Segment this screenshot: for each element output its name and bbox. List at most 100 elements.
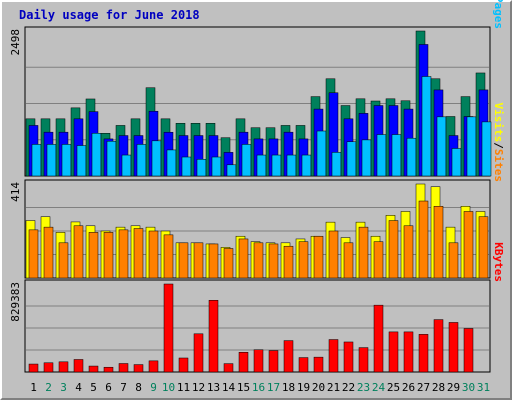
bar-pages-day-2	[46, 144, 57, 177]
bar-sites-day-1	[28, 229, 39, 279]
bar-pages-day-30	[466, 116, 477, 177]
bar-kbytes-day-11	[178, 357, 189, 373]
bar-kbytes-day-8	[133, 364, 144, 373]
bar-sites-day-17	[268, 243, 279, 279]
legend-separator: /	[492, 142, 505, 149]
bar-kbytes-day-30	[463, 328, 474, 373]
x-tick-label-day-13: 13	[207, 381, 220, 394]
legend-pages: Pages	[492, 0, 505, 29]
bar-kbytes-day-6	[103, 366, 114, 373]
bar-sites-day-31	[478, 216, 489, 279]
bar-sites-day-25	[388, 220, 399, 279]
bar-pages-day-16	[256, 154, 267, 177]
x-tick-label-day-25: 25	[387, 381, 400, 394]
bar-sites-day-26	[403, 225, 414, 279]
x-tick-label-day-9: 9	[150, 381, 157, 394]
legend-visits: Visits	[492, 103, 505, 143]
bar-kbytes-day-15	[238, 352, 249, 373]
bar-pages-day-29	[451, 148, 462, 177]
bar-kbytes-day-18	[283, 340, 294, 373]
bar-pages-day-13	[211, 156, 222, 177]
bar-pages-day-31	[481, 121, 492, 177]
x-tick-label-day-8: 8	[135, 381, 142, 394]
legend-kbytes: KBytes	[492, 242, 505, 282]
bar-kbytes-day-14	[223, 363, 234, 373]
x-tick-label-day-30: 30	[462, 381, 475, 394]
bar-pages-day-26	[406, 137, 417, 177]
bar-pages-day-17	[271, 154, 282, 177]
x-tick-label-day-22: 22	[342, 381, 355, 394]
bar-kbytes-day-25	[388, 331, 399, 373]
x-tick-label-day-28: 28	[432, 381, 445, 394]
bar-sites-day-14	[223, 248, 234, 279]
bar-sites-day-3	[58, 242, 69, 279]
bar-sites-day-27	[418, 200, 429, 279]
x-tick-label-day-31: 31	[477, 381, 490, 394]
bar-pages-day-4	[76, 145, 87, 177]
bar-sites-day-23	[358, 226, 369, 279]
bar-pages-day-11	[181, 156, 192, 177]
x-tick-label-day-20: 20	[312, 381, 325, 394]
bar-kbytes-day-22	[343, 341, 354, 373]
bar-sites-day-11	[178, 242, 189, 279]
panel-visits-sites-legend: Visits/Sites	[492, 103, 505, 183]
bar-pages-day-9	[151, 140, 162, 177]
x-tick-label-day-29: 29	[447, 381, 460, 394]
bar-kbytes-day-5	[88, 365, 99, 373]
bar-kbytes-day-19	[298, 357, 309, 373]
x-tick-label-day-17: 17	[267, 381, 280, 394]
legend-sites: Sites	[492, 149, 505, 182]
bar-kbytes-day-28	[433, 319, 444, 373]
bar-sites-day-21	[328, 230, 339, 279]
bar-sites-day-28	[433, 206, 444, 279]
bar-pages-day-7	[121, 154, 132, 177]
bar-sites-day-29	[448, 242, 459, 279]
bar-kbytes-day-7	[118, 363, 129, 373]
bar-sites-day-7	[118, 229, 129, 279]
panel-hits-files-pages: 2498 Hits/Files/Pages	[9, 0, 505, 177]
bar-kbytes-day-2	[43, 362, 54, 373]
bar-pages-day-5	[91, 133, 102, 177]
panel-kbytes-ymax-label: 829383	[9, 282, 22, 322]
bar-sites-day-5	[88, 232, 99, 279]
bar-pages-day-1	[31, 144, 42, 177]
bar-pages-day-22	[346, 141, 357, 177]
bar-sites-day-19	[298, 241, 309, 279]
bar-kbytes-day-12	[193, 333, 204, 373]
x-tick-label-day-5: 5	[90, 381, 97, 394]
bar-sites-day-12	[193, 242, 204, 279]
bar-kbytes-day-10	[163, 283, 174, 373]
bar-kbytes-day-21	[328, 339, 339, 373]
panel-kbytes: 829383 KBytes	[9, 242, 505, 373]
x-tick-label-day-24: 24	[372, 381, 386, 394]
bar-sites-day-10	[163, 234, 174, 279]
x-axis-day-labels: 1 2 3 4 5 6 7 8 9 10 11 12 13 14 15 16 17 18 19 20 21 22 23 24 2…	[30, 381, 490, 394]
bar-sites-day-9	[148, 230, 159, 279]
bar-kbytes-day-1	[28, 363, 39, 373]
bar-kbytes-day-17	[268, 350, 279, 373]
bar-pages-day-23	[361, 139, 372, 177]
bar-kbytes-day-24	[373, 304, 384, 373]
bar-pages-day-8	[136, 144, 147, 177]
bar-pages-day-24	[376, 134, 387, 177]
bar-kbytes-day-9	[148, 360, 159, 373]
x-tick-label-day-3: 3	[60, 381, 67, 394]
bar-kbytes-day-27	[418, 334, 429, 373]
x-tick-label-day-27: 27	[417, 381, 430, 394]
bar-pages-day-6	[106, 140, 117, 177]
bar-pages-day-3	[61, 144, 72, 177]
x-tick-label-day-26: 26	[402, 381, 415, 394]
bar-sites-day-30	[463, 211, 474, 279]
bar-pages-day-20	[316, 130, 327, 177]
panel-visits-sites-ymax-label: 414	[9, 182, 22, 202]
x-tick-label-day-16: 16	[252, 381, 265, 394]
x-tick-label-day-6: 6	[105, 381, 112, 394]
bar-sites-day-6	[103, 232, 114, 279]
bar-pages-day-27	[421, 76, 432, 177]
bar-pages-day-19	[301, 154, 312, 177]
bar-kbytes-day-13	[208, 300, 219, 373]
chart-panels: 2498 Hits/Files/Pages 414 Visits/Sites 82938…	[9, 0, 505, 373]
bar-kbytes-day-4	[73, 359, 84, 373]
bar-pages-day-28	[436, 116, 447, 177]
x-tick-label-day-11: 11	[177, 381, 190, 394]
